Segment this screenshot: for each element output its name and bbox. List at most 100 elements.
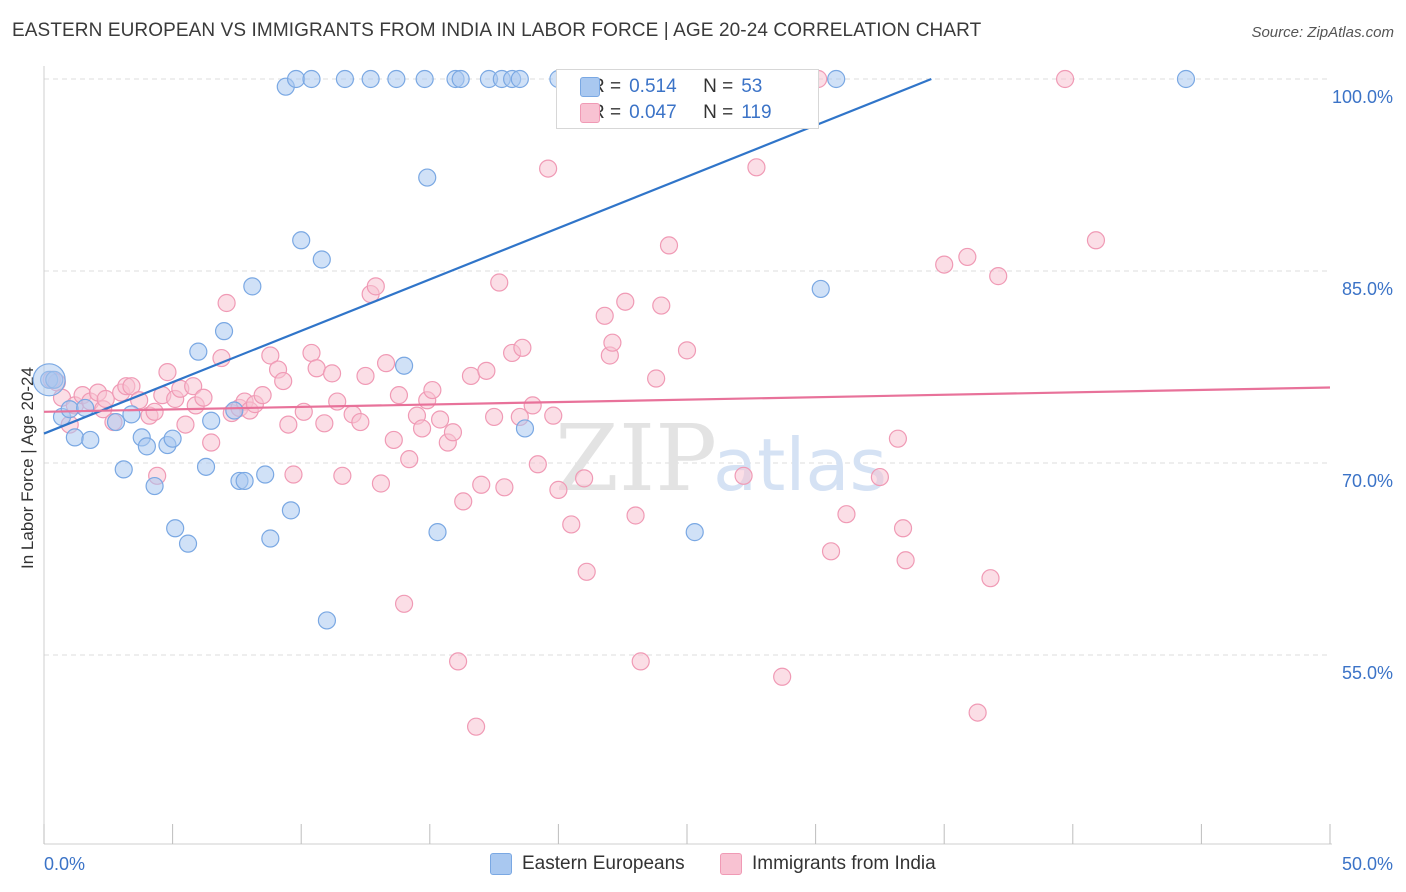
series-label-immigrants-from-india: Immigrants from India xyxy=(752,853,936,874)
source-credit: Source: ZipAtlas.com xyxy=(1251,24,1394,41)
immigrants-from-india-point xyxy=(328,392,347,411)
immigrants-from-india-point xyxy=(184,377,203,396)
immigrants-from-india-point xyxy=(194,388,213,407)
legend-row-immigrants-from-india: R = 0.047 N = 119 xyxy=(580,101,772,125)
x-tick-label: 50.0% xyxy=(1342,854,1393,874)
immigrants-from-india-point xyxy=(366,277,385,296)
eastern-europeans-point xyxy=(415,69,434,89)
eastern-europeans-point xyxy=(685,523,704,542)
eastern-europeans-point xyxy=(256,465,275,484)
chart-title: EASTERN EUROPEAN VS IMMIGRANTS FROM INDI… xyxy=(12,20,982,41)
watermark-atlas: atlas xyxy=(713,423,887,507)
eastern-europeans-point xyxy=(292,231,311,250)
immigrants-from-india-point xyxy=(274,371,293,391)
immigrants-from-india-point xyxy=(485,407,504,427)
immigrants-from-india-point xyxy=(302,343,321,363)
legend-r-value: 0.047 xyxy=(629,102,677,123)
immigrants-from-india-point xyxy=(130,391,149,410)
immigrants-from-india-point xyxy=(322,364,342,383)
immigrants-from-india-point xyxy=(212,348,231,368)
immigrants-from-india-point xyxy=(821,542,841,561)
immigrants-from-india-point xyxy=(523,396,542,415)
eastern-europeans-point xyxy=(312,250,331,269)
y-tick-label: 100.0% xyxy=(1332,87,1393,107)
immigrants-from-india-point xyxy=(935,255,954,274)
immigrants-from-india-point xyxy=(893,519,913,538)
eastern-europeans-point xyxy=(243,277,262,296)
immigrants-from-india-point xyxy=(495,478,514,497)
immigrants-from-india-point xyxy=(616,292,635,311)
immigrants-from-india-point xyxy=(394,594,414,613)
immigrants-from-india-point xyxy=(626,506,645,525)
immigrants-from-india-point xyxy=(443,423,463,442)
eastern-europeans-point xyxy=(281,501,301,520)
immigrants-from-india-point xyxy=(217,293,236,313)
immigrants-from-india-point xyxy=(968,703,987,722)
eastern-europeans-point xyxy=(145,476,164,496)
legend-n-value: 53 xyxy=(741,76,763,97)
eastern-europeans-point xyxy=(166,519,185,538)
legend-n-value: 119 xyxy=(741,102,772,123)
immigrants-from-india-point xyxy=(989,267,1008,286)
eastern-europeans-point xyxy=(225,401,244,420)
eastern-europeans-point xyxy=(137,437,156,456)
immigrants-from-india-point xyxy=(284,465,303,484)
immigrants-from-india-point xyxy=(958,247,977,267)
immigrants-from-india-point xyxy=(1086,231,1106,250)
immigrants-from-india-point xyxy=(472,475,491,494)
eastern-europeans-point xyxy=(32,363,66,397)
eastern-europeans-point xyxy=(178,534,198,553)
series-label-eastern-europeans: Eastern Europeans xyxy=(522,853,685,874)
immigrants-from-india-point xyxy=(122,377,141,396)
trend-lines xyxy=(43,77,1331,435)
eastern-europeans-point xyxy=(286,69,306,89)
eastern-europeans-point xyxy=(214,322,234,341)
immigrants-from-india-point xyxy=(202,433,221,452)
immigrants-from-india-point xyxy=(307,359,326,378)
y-tick-label: 70.0% xyxy=(1342,471,1393,491)
eastern-europeans-point xyxy=(335,69,355,89)
immigrants-from-india-point xyxy=(549,480,568,499)
eastern-europeans-point xyxy=(235,471,254,491)
immigrants-from-india-point xyxy=(734,466,753,485)
immigrants-from-india-point xyxy=(454,492,473,511)
series-swatch-eastern-europeans xyxy=(490,853,512,875)
eastern-europeans-point xyxy=(510,69,529,89)
immigrants-from-india-point xyxy=(603,333,622,352)
immigrants-from-india-point xyxy=(837,505,856,524)
axes xyxy=(43,66,1332,845)
immigrants-from-india-point xyxy=(158,363,177,382)
legend-n-label: N = xyxy=(703,76,734,97)
immigrants-from-india-point xyxy=(544,406,563,425)
immigrants-from-india-point xyxy=(176,415,195,434)
eastern-europeans-point xyxy=(827,69,846,89)
eastern-europeans-point xyxy=(515,419,535,438)
y-tick-label: 55.0% xyxy=(1342,663,1393,683)
eastern-europeans-point xyxy=(451,69,470,89)
eastern-europeans-point xyxy=(811,279,830,299)
immigrants-from-india-point xyxy=(528,455,547,474)
eastern-europeans-point xyxy=(196,457,216,476)
immigrants-from-india-point xyxy=(888,429,908,448)
immigrants-from-india-point xyxy=(870,467,890,487)
immigrants-from-india-point xyxy=(333,466,352,485)
eastern-europeans-point xyxy=(106,412,126,432)
legend-r-value: 0.514 xyxy=(629,76,677,97)
watermark: ZIP atlas xyxy=(555,405,887,512)
immigrants-from-india-point xyxy=(145,402,164,421)
immigrants-from-india-point xyxy=(631,652,650,671)
eastern-europeans-point xyxy=(60,400,79,419)
immigrants-from-india-point xyxy=(400,450,419,469)
immigrants-from-india-point xyxy=(466,717,486,736)
eastern-europeans-point xyxy=(163,429,182,448)
tick-labels: 100.0% 85.0% 70.0% 55.0% 0.0% 50.0% xyxy=(44,87,1393,874)
legend-swatch-eastern-europeans xyxy=(580,77,600,97)
eastern-europeans-point xyxy=(317,611,337,630)
immigrants-from-india-point xyxy=(430,410,450,429)
eastern-europeans-point xyxy=(122,405,141,424)
immigrants-from-india-point xyxy=(384,430,403,450)
immigrants-from-india-point xyxy=(659,236,679,255)
legend-row-eastern-europeans: R = 0.514 N = 53 xyxy=(580,75,763,99)
gridlines xyxy=(44,78,1330,656)
